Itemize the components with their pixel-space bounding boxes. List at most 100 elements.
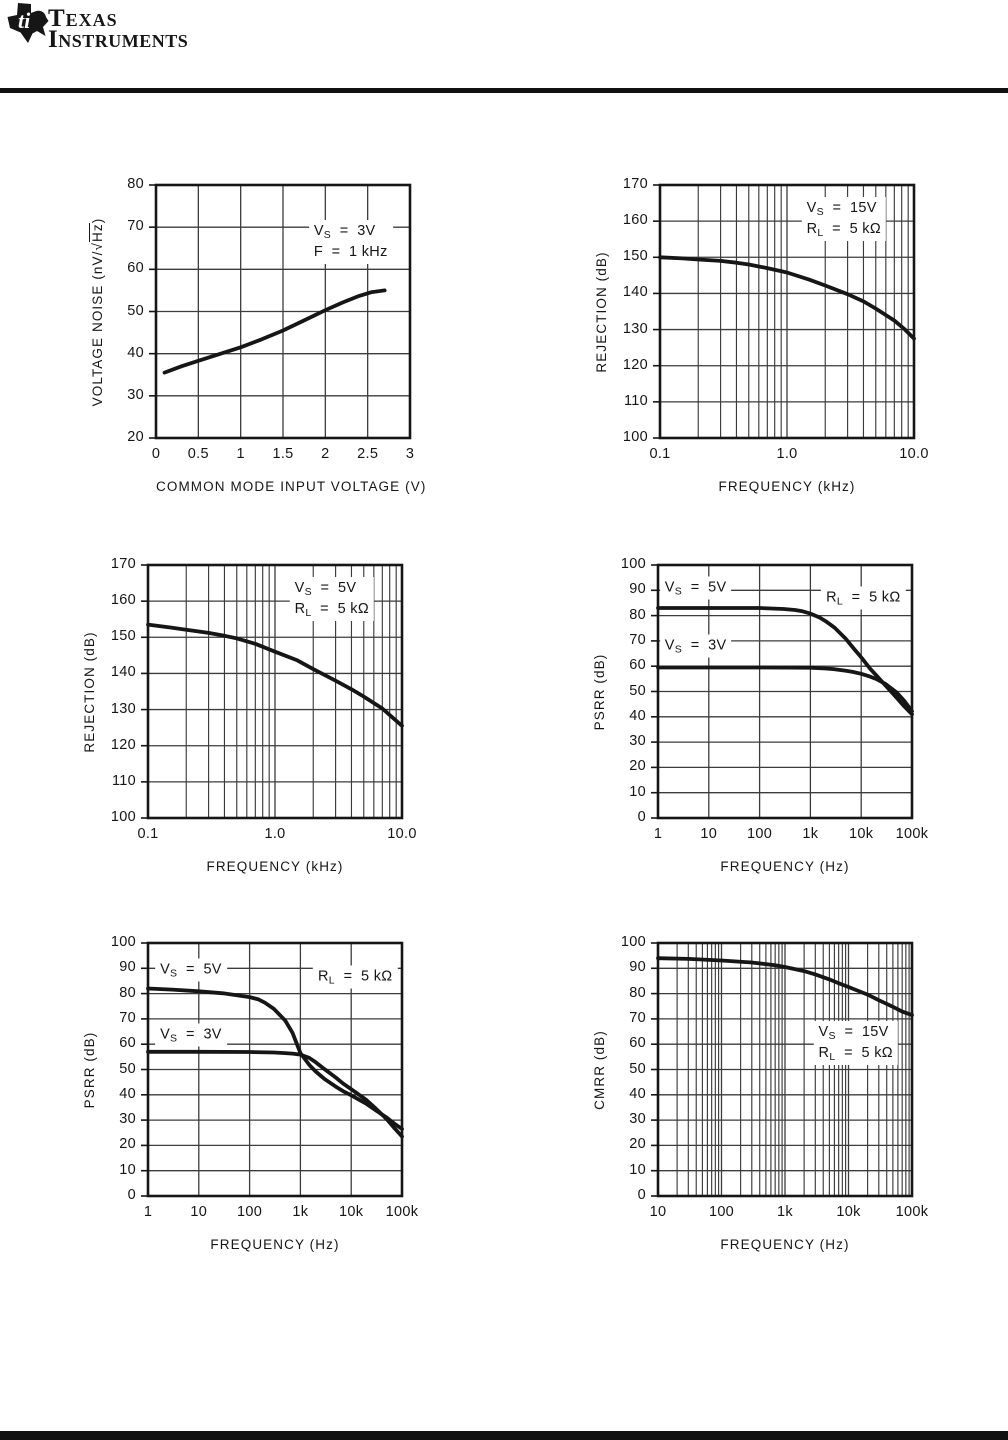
- x-tick-label: 10k: [849, 826, 874, 842]
- y-tick-label: 0: [637, 809, 646, 825]
- y-tick-label: 50: [119, 1060, 136, 1077]
- y-tick-label: 30: [629, 733, 646, 750]
- condition-annotation: VS = 3V F = 1 kHz: [308, 219, 393, 264]
- y-tick-label: 140: [622, 284, 648, 301]
- x-tick-label: 100: [237, 1204, 263, 1220]
- curve-VS = 15V, RL = 5 kOhm: [658, 255, 916, 341]
- x-tick-label: 100k: [385, 1204, 419, 1220]
- y-axis-title: CMRR (dB): [592, 1029, 607, 1110]
- x-tick-label: 100k: [895, 826, 929, 842]
- y-tick-label: 30: [119, 1111, 136, 1128]
- condition-line: F = 1 kHz: [313, 243, 388, 260]
- y-tick-label: 20: [629, 1136, 646, 1153]
- y-tick-label: 110: [623, 392, 648, 409]
- x-tick-label: 2: [321, 446, 330, 462]
- y-tick-label: 130: [622, 320, 648, 337]
- x-tick-label: 0.5: [187, 446, 209, 462]
- y-tick-label: 100: [110, 934, 136, 950]
- condition-annotation: RL = 5 kΩ: [821, 586, 906, 610]
- brand-instruments: Instruments: [48, 26, 189, 53]
- y-tick-label: 80: [629, 984, 646, 1001]
- x-tick-label: 1k: [292, 1204, 309, 1220]
- y-tick-label: 30: [629, 1111, 646, 1128]
- header-rule: [0, 88, 1008, 93]
- y-tick-label: 90: [629, 581, 646, 598]
- chart-psrr-vs-frequency-b: 0 10 20 30 40 50 60 70 80 90 100 1 10 100 1k 10k 100k FRE…: [76, 929, 496, 1329]
- y-tick-label: 100: [622, 429, 648, 445]
- x-tick-label: 2.5: [357, 446, 379, 462]
- x-axis-title: FREQUENCY (Hz): [720, 1237, 850, 1252]
- x-axis-title: COMMON MODE INPUT VOLTAGE (V): [156, 479, 427, 494]
- brand-texas: Texas: [48, 5, 118, 32]
- y-tick-label: 160: [622, 212, 648, 229]
- x-tick-label: 100k: [895, 1204, 929, 1220]
- y-tick-label: 150: [110, 628, 136, 645]
- y-tick-label: 10: [629, 1161, 646, 1178]
- condition-annotation: VS = 5V: [155, 958, 227, 982]
- x-tick-label: 1: [653, 826, 663, 842]
- curve-VS = 3V: [656, 665, 914, 714]
- curve-VS = 5V, RL = 5 kOhm: [146, 622, 404, 728]
- x-tick-label: 0.1: [137, 826, 159, 842]
- condition-line: RL = 5 kΩ: [806, 221, 881, 240]
- curve-VS = 15V, RL = 5 kOhm: [656, 956, 914, 1017]
- y-tick-label: 80: [629, 606, 646, 623]
- plot-canvas: [651, 941, 914, 1198]
- curve-VS = 5V: [146, 986, 404, 1131]
- plot-border: [146, 563, 404, 820]
- condition-line: VS = 5V: [160, 961, 222, 980]
- chart-rejection-vs-frequency-15v: 100 110 120 130 140 150 160 170 0.1 1.0 10.0 FREQUE…: [588, 171, 1008, 571]
- y-axis-title: VOLTAGE NOISE (nV/√Hz): [89, 217, 105, 406]
- plot-border: [146, 941, 404, 1198]
- gridlines: [660, 185, 914, 438]
- condition-annotation: VS = 5V: [659, 576, 732, 600]
- x-tick-label: 0: [151, 446, 161, 462]
- y-tick-label: 0: [127, 1187, 136, 1203]
- condition-annotation: VS = 3V: [659, 634, 732, 658]
- plot-canvas: [653, 183, 916, 440]
- y-axis-title: PSRR (dB): [82, 1031, 97, 1108]
- x-tick-label: 10: [700, 826, 718, 842]
- y-axis-title: REJECTION (dB): [82, 630, 97, 753]
- y-tick-label: 40: [629, 707, 646, 724]
- y-tick-label: 60: [629, 1035, 646, 1052]
- plot-border: [656, 941, 914, 1198]
- x-tick-label: 10.0: [899, 446, 929, 462]
- condition-line: VS = 3V: [313, 222, 376, 241]
- chart-cmrr-vs-frequency: 0 10 20 30 40 50 60 70 80 90 100 10 100 1k 10k 100k FREQ…: [586, 929, 1006, 1329]
- y-tick-label: 130: [110, 700, 136, 717]
- x-tick-label: 1.0: [264, 826, 286, 842]
- y-tick-label: 70: [127, 218, 144, 235]
- plot-border: [658, 183, 916, 440]
- y-tick-label: 10: [119, 1161, 136, 1178]
- y-tick-label: 40: [629, 1085, 646, 1102]
- condition-annotation: VS = 3V: [155, 1023, 227, 1047]
- y-tick-label: 160: [110, 592, 136, 609]
- curve-VS = 3V: [146, 1049, 404, 1139]
- curve-VS = 5V: [656, 606, 914, 717]
- plot-border: [154, 183, 412, 440]
- y-tick-label: 50: [629, 682, 646, 699]
- y-tick-label: 70: [629, 1009, 646, 1026]
- x-tick-label: 10: [190, 1204, 208, 1220]
- y-tick-label: 60: [119, 1035, 136, 1052]
- condition-line: RL = 5 kΩ: [818, 1044, 893, 1063]
- x-tick-label: 100: [747, 826, 773, 842]
- x-axis-title: FREQUENCY (Hz): [720, 859, 850, 874]
- y-tick-label: 20: [127, 429, 144, 445]
- y-tick-label: 40: [127, 344, 144, 361]
- x-tick-label: 10k: [339, 1204, 364, 1220]
- chart-rejection-vs-frequency-5v: 100 110 120 130 140 150 160 170 0.1 1.0 10.0 FREQUE…: [76, 551, 496, 951]
- condition-line: VS = 5V: [664, 579, 727, 598]
- y-tick-label: 30: [127, 386, 144, 403]
- y-tick-label: 80: [127, 176, 144, 192]
- x-tick-label: 10k: [836, 1204, 861, 1220]
- y-tick-label: 140: [110, 664, 136, 681]
- y-tick-label: 80: [119, 984, 136, 1001]
- x-axis-title: FREQUENCY (kHz): [206, 859, 344, 874]
- y-tick-label: 100: [620, 556, 646, 572]
- chart-psrr-vs-frequency-a: 0 10 20 30 40 50 60 70 80 90 100 1 10 100 1k 10k 100k FRE…: [586, 551, 1006, 951]
- plot-border: [656, 563, 914, 820]
- x-axis-title: FREQUENCY (Hz): [210, 1237, 340, 1252]
